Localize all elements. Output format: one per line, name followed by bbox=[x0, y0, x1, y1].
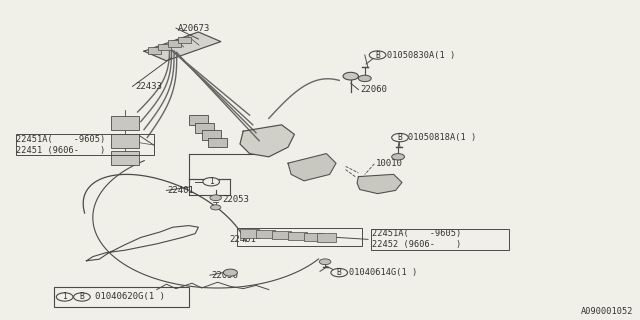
Circle shape bbox=[223, 269, 237, 276]
Bar bbox=[16, 134, 154, 155]
Text: 22056: 22056 bbox=[211, 271, 238, 280]
Polygon shape bbox=[256, 230, 275, 238]
Polygon shape bbox=[288, 154, 336, 181]
Polygon shape bbox=[111, 134, 139, 148]
Text: 22451A(    -9605): 22451A( -9605) bbox=[16, 135, 105, 144]
Circle shape bbox=[56, 293, 73, 301]
Polygon shape bbox=[304, 233, 323, 241]
Text: B: B bbox=[375, 51, 380, 60]
Circle shape bbox=[211, 205, 221, 210]
Polygon shape bbox=[111, 116, 139, 130]
Text: 10010: 10010 bbox=[376, 159, 403, 168]
Polygon shape bbox=[189, 115, 208, 125]
Text: 22433: 22433 bbox=[136, 82, 163, 91]
Polygon shape bbox=[240, 125, 294, 157]
Circle shape bbox=[392, 154, 404, 160]
Circle shape bbox=[343, 72, 358, 80]
Text: 22452 (9606-    ): 22452 (9606- ) bbox=[372, 240, 461, 249]
Circle shape bbox=[319, 259, 331, 265]
Text: 22053: 22053 bbox=[223, 196, 250, 204]
Text: B: B bbox=[79, 292, 84, 301]
Polygon shape bbox=[208, 138, 227, 147]
Circle shape bbox=[358, 75, 371, 82]
Polygon shape bbox=[178, 37, 191, 44]
Polygon shape bbox=[148, 47, 161, 54]
Text: 01050818A(1 ): 01050818A(1 ) bbox=[408, 133, 476, 142]
Polygon shape bbox=[240, 229, 259, 238]
Text: B: B bbox=[337, 268, 342, 277]
Polygon shape bbox=[168, 40, 181, 47]
Text: 1: 1 bbox=[62, 292, 67, 301]
Circle shape bbox=[74, 293, 90, 301]
Text: 01040614G(1 ): 01040614G(1 ) bbox=[349, 268, 417, 277]
Circle shape bbox=[210, 195, 221, 201]
Polygon shape bbox=[202, 130, 221, 140]
Text: 01050830A(1 ): 01050830A(1 ) bbox=[387, 51, 456, 60]
Text: B: B bbox=[397, 133, 403, 142]
Polygon shape bbox=[144, 32, 221, 61]
Text: A20673: A20673 bbox=[178, 24, 210, 33]
Bar bbox=[237, 228, 362, 246]
Polygon shape bbox=[357, 174, 402, 194]
Polygon shape bbox=[272, 231, 291, 239]
Polygon shape bbox=[111, 151, 139, 165]
Polygon shape bbox=[288, 232, 307, 240]
Polygon shape bbox=[317, 233, 336, 242]
Text: 22401: 22401 bbox=[229, 235, 256, 244]
Text: 22451 (9606-    ): 22451 (9606- ) bbox=[16, 146, 105, 155]
Text: 01040620G(1 ): 01040620G(1 ) bbox=[95, 292, 164, 301]
Circle shape bbox=[331, 268, 348, 277]
Polygon shape bbox=[195, 123, 214, 133]
Circle shape bbox=[392, 133, 408, 142]
Circle shape bbox=[203, 178, 220, 186]
Bar bbox=[54, 287, 189, 307]
Polygon shape bbox=[158, 44, 171, 50]
Text: 1: 1 bbox=[209, 177, 214, 186]
Bar bbox=[371, 229, 509, 250]
Circle shape bbox=[369, 51, 386, 59]
Text: A090001052: A090001052 bbox=[581, 308, 634, 316]
Text: 22451A(    -9605): 22451A( -9605) bbox=[372, 229, 461, 238]
Text: 22060: 22060 bbox=[360, 85, 387, 94]
Text: 22401: 22401 bbox=[168, 186, 195, 195]
